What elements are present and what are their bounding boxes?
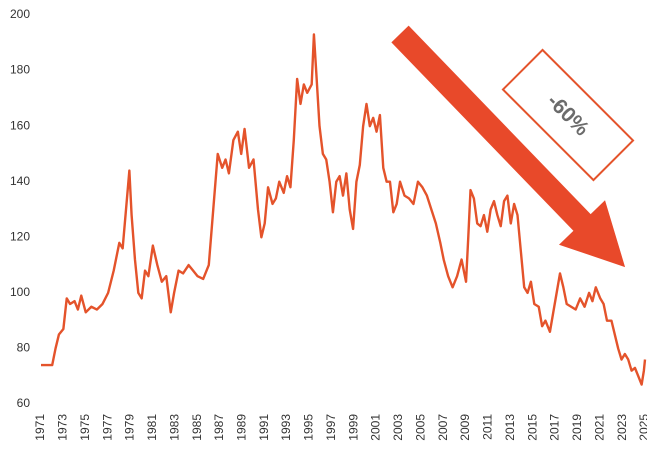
x-tick-label: 2017 bbox=[548, 414, 562, 441]
x-tick-label: 2011 bbox=[481, 414, 495, 440]
x-tick-label: 1971 bbox=[33, 414, 47, 441]
y-tick-label: 80 bbox=[17, 341, 31, 355]
x-tick-label: 1991 bbox=[257, 414, 271, 441]
x-tick-label: 2007 bbox=[436, 414, 450, 441]
x-tick-label: 2023 bbox=[615, 414, 629, 441]
trend-arrow bbox=[391, 25, 626, 268]
x-tick-label: 2005 bbox=[413, 414, 427, 441]
y-tick-label: 200 bbox=[10, 7, 30, 21]
y-tick-label: 60 bbox=[17, 396, 31, 410]
x-tick-label: 1975 bbox=[78, 414, 92, 441]
data-line bbox=[41, 33, 647, 386]
x-tick-label: 1989 bbox=[235, 414, 249, 441]
x-tick-label: 2003 bbox=[391, 414, 405, 441]
x-tick-label: 2019 bbox=[570, 414, 584, 441]
x-tick-label: 1985 bbox=[190, 414, 204, 441]
x-tick-label: 1979 bbox=[123, 414, 137, 441]
x-tick-label: 1973 bbox=[56, 414, 70, 441]
y-tick-label: 100 bbox=[10, 285, 30, 299]
x-tick-label: 1981 bbox=[145, 414, 159, 441]
x-tick-label: 2015 bbox=[525, 414, 539, 441]
y-tick-label: 140 bbox=[10, 174, 30, 188]
x-tick-label: 2001 bbox=[369, 414, 383, 441]
x-tick-label: 1987 bbox=[212, 414, 226, 441]
annotation-box: -60% bbox=[501, 48, 635, 182]
x-tick-label: 2021 bbox=[592, 414, 606, 441]
y-tick-label: 120 bbox=[10, 229, 30, 243]
x-tick-label: 1999 bbox=[346, 414, 360, 441]
x-tick-label: 2025 bbox=[637, 414, 647, 441]
x-tick-label: 1993 bbox=[279, 414, 293, 441]
x-tick-label: 1995 bbox=[302, 414, 316, 441]
x-tick-label: 2013 bbox=[503, 414, 517, 441]
x-tick-label: 1997 bbox=[324, 414, 338, 441]
y-tick-label: 180 bbox=[10, 63, 30, 77]
x-tick-label: 2009 bbox=[458, 414, 472, 441]
y-tick-label: 160 bbox=[10, 118, 30, 132]
x-tick-label: 1977 bbox=[100, 414, 114, 441]
x-tick-label: 1983 bbox=[167, 414, 181, 441]
